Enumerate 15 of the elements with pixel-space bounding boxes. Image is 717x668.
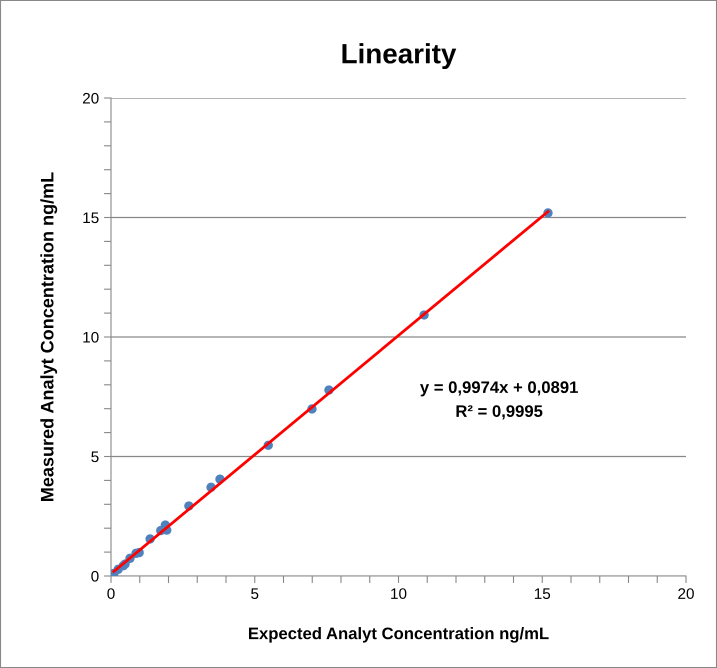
x-tick-label: 15	[534, 588, 550, 600]
x-tick-label: 10	[391, 588, 406, 600]
y-axis-title: Measured Analyt Concentration ng/mL	[40, 172, 58, 501]
x-tick-label: 0	[107, 588, 115, 600]
y-tick-label: 20	[82, 92, 99, 104]
annotation: R² = 0,9995	[456, 405, 542, 420]
y-tick-label: 5	[91, 452, 99, 462]
y-tick-label: 15	[83, 212, 99, 224]
x-tick-label: 20	[678, 588, 694, 600]
x-tick-label: 5	[251, 588, 258, 600]
annotation: y = 0,9974x + 0,0891	[420, 381, 578, 396]
y-tick-label: 0	[91, 570, 99, 582]
y-tick-label: 10	[83, 332, 99, 343]
chart-title: Linearity	[342, 43, 456, 70]
x-axis-title: Expected Analyt Concentration ng/mL	[248, 627, 549, 643]
